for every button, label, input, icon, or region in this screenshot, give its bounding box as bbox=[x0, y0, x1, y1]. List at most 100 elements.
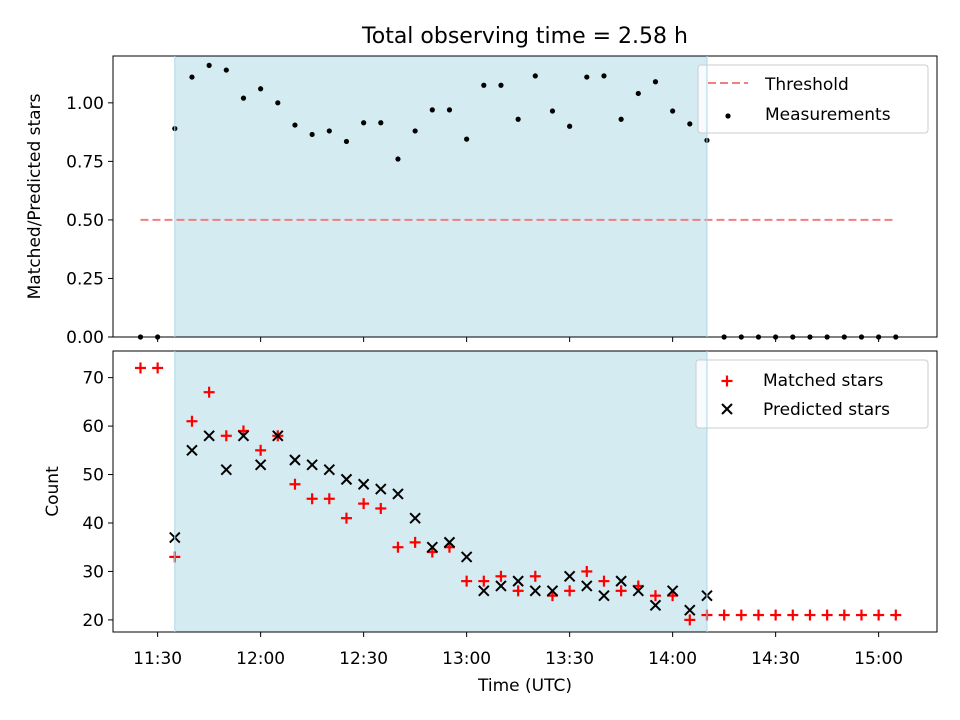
predicted-star-point bbox=[254, 459, 267, 471]
measurement-point bbox=[601, 73, 607, 79]
matched-star-point bbox=[564, 585, 576, 597]
measurement-point bbox=[446, 107, 453, 113]
predicted-star-point bbox=[546, 585, 559, 597]
matched-star-point bbox=[615, 585, 627, 597]
legend-matched-label: Matched stars bbox=[763, 371, 883, 391]
matched-star-point bbox=[821, 609, 833, 621]
matched-star-point bbox=[787, 609, 799, 621]
x-tick-label: 11:30 bbox=[133, 649, 182, 669]
x-tick-label: 15:00 bbox=[854, 649, 903, 669]
y-tick-label: 60 bbox=[82, 417, 104, 437]
y-tick-label: 0.25 bbox=[66, 269, 104, 289]
matched-star-point bbox=[770, 609, 782, 621]
measurement-point bbox=[240, 95, 247, 101]
top-legend-box bbox=[697, 64, 929, 134]
legend-measurements-swatch bbox=[725, 113, 731, 119]
measurement-point bbox=[635, 90, 641, 97]
y-tick-label: 0.00 bbox=[66, 328, 104, 348]
matched-stars-points bbox=[134, 362, 902, 626]
matched-star-point bbox=[289, 478, 301, 490]
predicted-star-point bbox=[186, 444, 198, 457]
predicted-star-point bbox=[289, 454, 301, 466]
observing-window-shade-top bbox=[174, 56, 707, 337]
matched-star-point bbox=[684, 614, 696, 626]
x-tick-label: 12:00 bbox=[236, 649, 285, 669]
measurement-point bbox=[258, 86, 264, 92]
top-y-axis-label: Matched/Predicted stars bbox=[25, 93, 45, 299]
predicted-star-point bbox=[529, 585, 542, 597]
measurement-point bbox=[652, 79, 659, 85]
predicted-star-point bbox=[632, 585, 645, 597]
matched-star-point bbox=[855, 609, 867, 621]
observing-window-shade-bottom bbox=[174, 351, 707, 632]
measurement-point bbox=[412, 128, 418, 134]
matched-star-point bbox=[512, 585, 524, 597]
measurement-point bbox=[275, 100, 281, 106]
predicted-star-point bbox=[357, 478, 370, 490]
top-panel: 0.00 0.25 0.50 0.75 1.00 Matched/Predicted s… bbox=[25, 55, 938, 348]
predicted-star-point bbox=[581, 580, 593, 592]
predicted-star-point bbox=[615, 575, 627, 587]
legend-measurements-label: Measurements bbox=[765, 105, 891, 125]
top-legend: Threshold Measurements bbox=[697, 64, 929, 134]
x-tick-label: 14:30 bbox=[751, 649, 800, 669]
measurement-point bbox=[584, 74, 590, 80]
matched-star-point bbox=[649, 590, 661, 602]
measurement-point bbox=[670, 108, 676, 114]
x-axis-label: Time (UTC) bbox=[477, 676, 572, 696]
matched-star-point bbox=[735, 609, 747, 621]
predicted-star-point bbox=[598, 589, 610, 602]
predicted-star-point bbox=[203, 430, 215, 442]
measurement-point bbox=[567, 123, 573, 129]
legend-predicted-label: Predicted stars bbox=[763, 400, 890, 420]
matched-star-point bbox=[581, 565, 593, 577]
measurement-point bbox=[498, 82, 504, 88]
matched-star-point bbox=[134, 362, 146, 374]
measurement-point bbox=[395, 156, 401, 162]
predicted-star-point bbox=[512, 575, 524, 587]
measurement-point bbox=[223, 67, 229, 73]
predicted-star-point bbox=[426, 541, 439, 553]
y-tick-label: 70 bbox=[82, 369, 104, 389]
predicted-star-point bbox=[443, 536, 456, 549]
predicted-star-point bbox=[392, 488, 404, 500]
top-y-ticks: 0.00 0.25 0.50 0.75 1.00 bbox=[66, 94, 113, 348]
matched-star-point bbox=[203, 386, 215, 398]
measurement-point bbox=[618, 116, 624, 122]
matched-star-point bbox=[340, 512, 352, 524]
matched-star-point bbox=[890, 609, 902, 621]
predicted-star-point bbox=[409, 512, 421, 524]
measurement-point bbox=[206, 62, 212, 68]
bottom-y-axis-label: Count bbox=[43, 466, 63, 517]
matched-star-point bbox=[375, 502, 387, 514]
y-tick-label: 50 bbox=[82, 466, 104, 486]
bottom-axes-frame bbox=[112, 350, 938, 633]
matched-star-point bbox=[409, 536, 421, 548]
matched-star-point bbox=[478, 575, 490, 587]
measurement-point bbox=[464, 136, 470, 142]
legend-predicted-swatch bbox=[721, 403, 733, 415]
predicted-star-point bbox=[495, 580, 507, 592]
matched-star-point bbox=[752, 609, 764, 621]
x-tick-label: 14:00 bbox=[648, 649, 697, 669]
y-tick-label: 40 bbox=[82, 514, 104, 534]
matched-star-point bbox=[358, 498, 370, 510]
matched-star-point bbox=[718, 609, 730, 621]
measurement-point bbox=[515, 116, 521, 122]
measurement-point bbox=[687, 121, 693, 127]
predicted-star-point bbox=[684, 604, 696, 616]
measurement-point bbox=[532, 73, 538, 79]
matched-star-point bbox=[323, 493, 335, 505]
bottom-y-ticks: 20 30 40 50 60 70 bbox=[82, 369, 113, 631]
x-tick-label: 13:00 bbox=[442, 649, 491, 669]
predicted-star-point bbox=[237, 430, 250, 442]
measurement-point bbox=[292, 122, 298, 128]
legend-plus-marker bbox=[721, 375, 733, 387]
matched-star-point bbox=[804, 609, 816, 621]
legend-x-marker bbox=[721, 403, 733, 415]
measurement-point bbox=[189, 74, 195, 80]
measurement-point bbox=[309, 131, 315, 138]
measurement-point bbox=[549, 108, 556, 114]
bottom-x-ticks: 11:30 12:00 12:30 13:00 13:30 14:00 14:30 15:00 bbox=[133, 632, 903, 669]
predicted-star-point bbox=[375, 483, 387, 495]
